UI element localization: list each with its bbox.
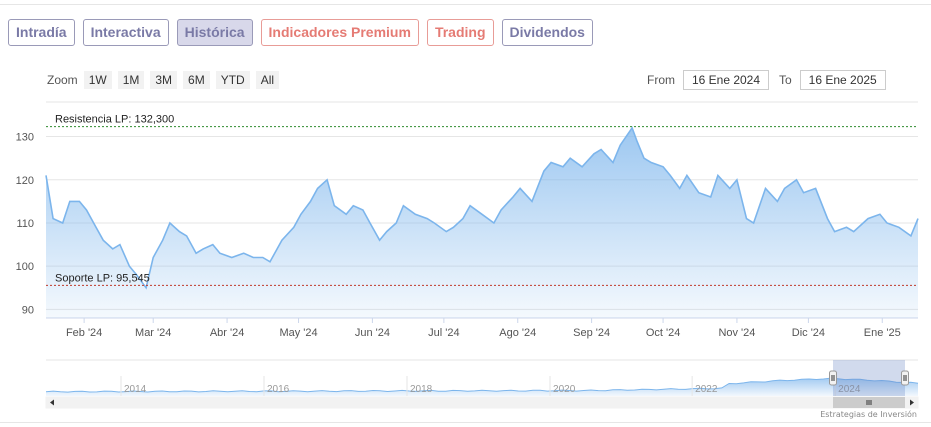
tab-interactiva[interactable]: Interactiva [82,19,169,46]
navigator-left-handle[interactable] [829,370,837,386]
y-tick-label-130: 130 [16,132,34,144]
zoom-3m-button[interactable]: 3M [150,71,178,89]
navigator-year-label: 2014 [124,384,147,395]
zoom-ytd-button[interactable]: YTD [215,71,250,89]
top-divider [0,4,931,5]
date-range: From 16 Ene 2024 To 16 Ene 2025 [647,70,896,90]
x-tick-label: Mar '24 [135,327,171,339]
tab-trading[interactable]: Trading [426,19,494,46]
navigator-selection[interactable] [833,360,905,396]
chart-tabs: Intradía Interactiva Histórica Indicadores … [8,19,593,46]
x-tick-label: Ene '25 [864,327,901,339]
x-tick-label: May '24 [279,327,317,339]
zoom-1w-button[interactable]: 1W [83,71,112,89]
price-line [45,126,919,290]
bottom-divider [0,422,931,423]
tab-indicadores-premium[interactable]: Indicadores Premium [260,19,419,46]
zoom-label: Zoom [47,73,78,87]
zoom-1m-button[interactable]: 1M [117,71,145,89]
scroll-left-arrow-icon[interactable] [50,399,54,406]
navigator-year-label: 2016 [267,384,290,395]
price-area [46,127,918,319]
tab-hist-rica[interactable]: Histórica [176,19,253,46]
to-date-input[interactable]: 16 Ene 2025 [799,70,886,90]
x-tick-label: Jun '24 [355,327,390,339]
credits-text: Estrategias de Inversión [820,410,917,419]
to-label: To [779,73,792,87]
x-tick-label: Abr '24 [210,327,245,339]
support-label: Soporte LP: 95,545 [55,272,150,284]
navigator-line [45,377,919,393]
zoom-bar: Zoom 1W 1M 3M 6M YTD All [47,71,285,89]
tab-dividendos[interactable]: Dividendos [501,19,593,46]
navigator-year-label: 2020 [553,384,576,395]
x-tick-label: Sep '24 [573,327,610,339]
x-tick-label: Nov '24 [718,327,755,339]
x-tick-label: Ago '24 [499,327,536,339]
x-tick-label: Feb '24 [66,327,102,339]
zoom-all-button[interactable]: All [255,71,280,89]
y-tick-label-100: 100 [16,261,34,273]
x-tick-label: Jul '24 [428,327,459,339]
zoom-6m-button[interactable]: 6M [183,71,210,89]
navigator-year-label: 2018 [410,384,433,395]
from-label: From [647,73,675,87]
navigator-year-label: 2022 [695,384,718,395]
x-tick-label: Oct '24 [646,327,681,339]
zoom-buttons: 1W 1M 3M 6M YTD All [83,71,285,89]
navigator-right-handle[interactable] [901,370,909,386]
x-tick-label: Dic '24 [792,327,825,339]
from-date-input[interactable]: 16 Ene 2024 [683,70,769,90]
tab-intrad-a[interactable]: Intradía [8,19,75,46]
navigator-year-label: 2024 [838,384,861,395]
y-tick-label-120: 120 [16,175,34,187]
scrollbar-track[interactable] [45,396,919,409]
y-tick-label-90: 90 [22,304,34,316]
scroll-right-arrow-icon[interactable] [910,399,914,406]
y-tick-label-110: 110 [16,218,34,230]
resistance-label: Resistencia LP: 132,300 [55,114,174,126]
